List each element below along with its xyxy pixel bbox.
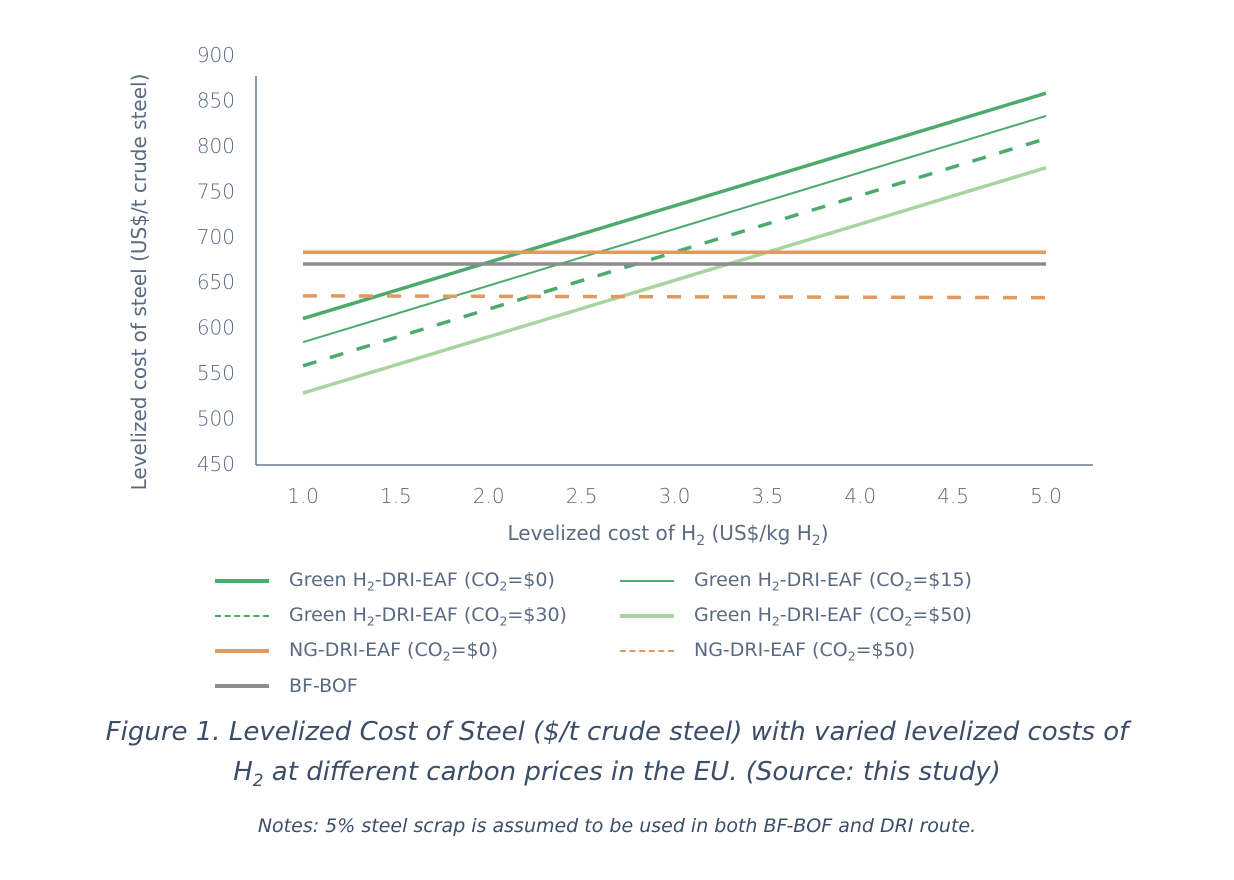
x-tick-label: 2.0 bbox=[473, 484, 505, 508]
x-tick-label: 1.0 bbox=[287, 484, 319, 508]
legend-swatch bbox=[215, 579, 269, 583]
y-tick-label: 900 bbox=[197, 43, 235, 67]
x-tick-label: 3.0 bbox=[659, 484, 691, 508]
series-line-0 bbox=[302, 91, 1047, 321]
legend-label: Green H2-DRI-EAF (CO2=$50) bbox=[694, 603, 972, 629]
caption-line-1: Figure 1. Levelized Cost of Steel ($/t c… bbox=[105, 717, 1129, 747]
series-line-1 bbox=[302, 114, 1047, 344]
caption-line-2: H2 at different carbon prices in the EU.… bbox=[0, 752, 1234, 800]
caption-sub: 2 bbox=[252, 769, 264, 790]
legend-swatch bbox=[620, 650, 674, 652]
x-axis-ticks: 1.0 1.5 2.0 2.5 3.0 3.5 4.0 4.5 5.0 bbox=[287, 484, 1062, 508]
legend-item: Green H2-DRI-EAF (CO2=$30) bbox=[215, 601, 567, 631]
legend-swatch bbox=[620, 614, 674, 618]
caption-h: H bbox=[233, 757, 253, 787]
y-tick-label: 500 bbox=[197, 407, 235, 431]
legend-label: Green H2-DRI-EAF (CO2=$15) bbox=[694, 568, 972, 594]
legend-swatch bbox=[215, 615, 269, 617]
caption-rest: at different carbon prices in the EU. (S… bbox=[263, 757, 1001, 787]
y-tick-label: 850 bbox=[197, 88, 235, 112]
y-tick-label: 600 bbox=[197, 316, 235, 340]
y-tick-label: 450 bbox=[197, 452, 235, 476]
legend-label: NG-DRI-EAF (CO2=$0) bbox=[289, 638, 499, 664]
legend-item: NG-DRI-EAF (CO2=$0) bbox=[215, 636, 498, 666]
y-tick-label: 750 bbox=[197, 179, 235, 203]
x-axis-title: Levelized cost of H2 (US$/kg H2) bbox=[507, 521, 828, 549]
y-tick-label: 700 bbox=[197, 225, 235, 249]
figure-notes: Notes: 5% steel scrap is assumed to be u… bbox=[257, 815, 977, 837]
x-tick-label: 1.5 bbox=[380, 484, 412, 508]
legend-item: NG-DRI-EAF (CO2=$50) bbox=[620, 636, 915, 666]
legend-item: BF-BOF bbox=[215, 671, 358, 701]
legend-label: Green H2-DRI-EAF (CO2=$0) bbox=[289, 568, 555, 594]
series-lines bbox=[302, 91, 1047, 395]
figure-caption: Figure 1. Levelized Cost of Steel ($/t c… bbox=[0, 712, 1234, 800]
series-line-3 bbox=[302, 166, 1047, 395]
legend-label: BF-BOF bbox=[289, 675, 358, 697]
x-tick-label: 5.0 bbox=[1030, 484, 1062, 508]
series-line-5 bbox=[302, 294, 1047, 300]
x-tick-label: 4.5 bbox=[937, 484, 969, 508]
chart: 450 500 550 600 650 700 750 800 850 900 1.0 1.5 2.0… bbox=[127, 43, 1093, 549]
y-tick-label: 550 bbox=[197, 361, 235, 385]
legend-swatch bbox=[215, 684, 269, 688]
y-axis-title: Levelized cost of steel (US$/t crude ste… bbox=[127, 74, 151, 491]
y-axis-ticks: 450 500 550 600 650 700 750 800 850 900 bbox=[197, 43, 235, 476]
y-tick-label: 800 bbox=[197, 134, 235, 158]
legend-item: Green H2-DRI-EAF (CO2=$15) bbox=[620, 566, 972, 596]
x-tick-label: 2.5 bbox=[566, 484, 598, 508]
x-tick-label: 3.5 bbox=[751, 484, 783, 508]
series-line-2 bbox=[302, 136, 1047, 368]
y-tick-label: 650 bbox=[197, 270, 235, 294]
legend-item: Green H2-DRI-EAF (CO2=$0) bbox=[215, 566, 555, 596]
legend-item: Green H2-DRI-EAF (CO2=$50) bbox=[620, 601, 972, 631]
legend-swatch bbox=[620, 580, 674, 582]
x-tick-label: 4.0 bbox=[844, 484, 876, 508]
legend-label: Green H2-DRI-EAF (CO2=$30) bbox=[289, 603, 567, 629]
legend-swatch bbox=[215, 649, 269, 653]
legend-label: NG-DRI-EAF (CO2=$50) bbox=[694, 638, 916, 664]
